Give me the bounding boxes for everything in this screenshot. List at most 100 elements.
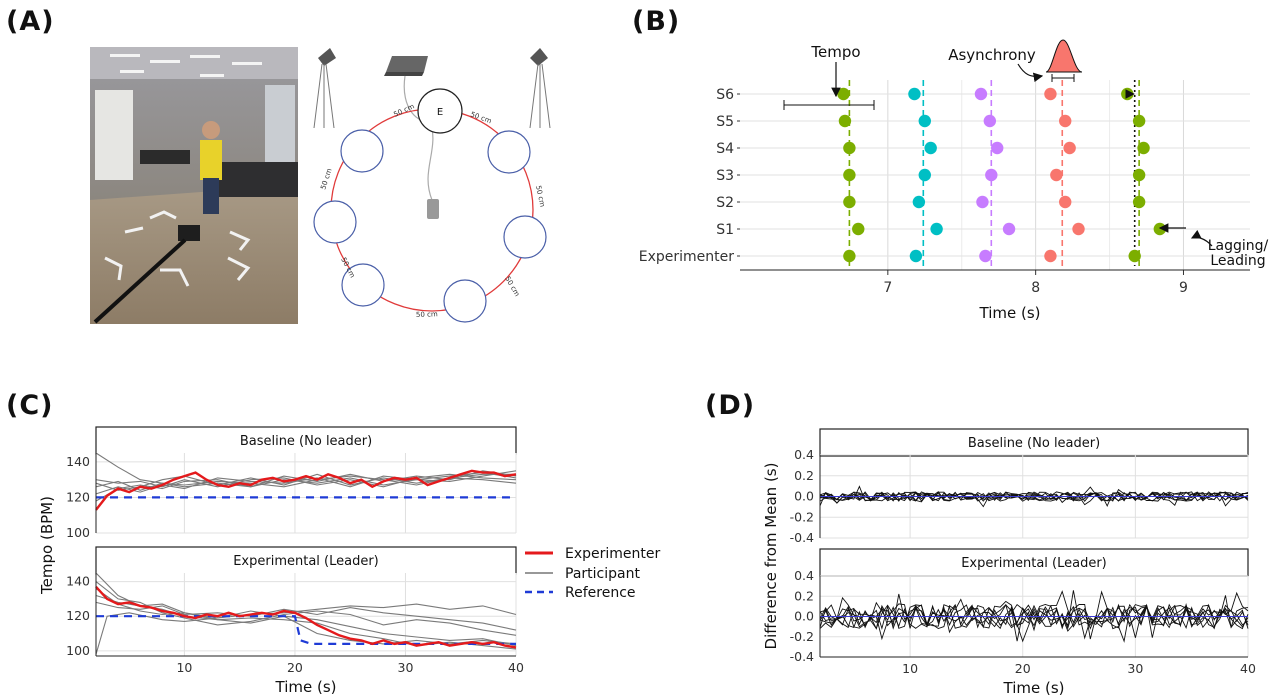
c-y-tick-label: 120 bbox=[66, 489, 90, 504]
tempo-label: Tempo bbox=[810, 43, 860, 61]
laptop-icon bbox=[384, 56, 428, 76]
b-onset-point bbox=[918, 168, 931, 182]
c-experimenter-line bbox=[95, 585, 517, 649]
d-facet-title: Baseline (No leader) bbox=[968, 436, 1100, 451]
b-onset-point bbox=[1121, 87, 1134, 101]
d-x-tick-label: 40 bbox=[1240, 661, 1256, 676]
b-onset-point bbox=[979, 249, 992, 263]
tempo-annotation: Tempo bbox=[783, 43, 875, 110]
distance-label: 50 cm bbox=[392, 102, 415, 119]
room-photo bbox=[90, 47, 298, 324]
d-y-tick-label: 0.0 bbox=[794, 609, 814, 624]
distance-label: 50 cm bbox=[503, 275, 521, 298]
b-onset-point bbox=[1050, 168, 1063, 182]
participant-seat bbox=[443, 279, 487, 323]
asynchrony-annotation: Asynchrony bbox=[948, 39, 1083, 83]
b-onset-point bbox=[852, 222, 865, 236]
d-y-tick-label: -0.4 bbox=[790, 649, 814, 664]
b-onset-point bbox=[976, 195, 989, 209]
asynchrony-label: Asynchrony bbox=[948, 46, 1036, 64]
legend-reference-label: Reference bbox=[565, 585, 636, 601]
lag-lead-annotation: Lagging/ Leading bbox=[1158, 223, 1269, 269]
distance-label: 50 cm bbox=[319, 167, 333, 190]
c-experimenter-line bbox=[95, 469, 517, 511]
d-y-axis-title: Difference from Mean (s) bbox=[762, 463, 780, 650]
d-participant-line bbox=[819, 590, 1249, 638]
b-onset-point bbox=[1002, 222, 1016, 236]
b-row-label: S1 bbox=[716, 222, 734, 238]
participant-seat bbox=[341, 263, 385, 307]
b-row-label: S6 bbox=[716, 87, 734, 103]
b-onset-point bbox=[1044, 87, 1057, 101]
d-x-tick-label: 30 bbox=[1127, 661, 1143, 676]
panel-label-b: (B) bbox=[632, 6, 681, 37]
d-y-tick-label: 0.0 bbox=[794, 489, 814, 504]
b-onset-point bbox=[930, 222, 943, 236]
b-onset-point bbox=[837, 87, 850, 101]
c-x-tick-label: 40 bbox=[508, 660, 524, 675]
d-y-tick-label: -0.2 bbox=[790, 629, 814, 644]
legend-participant-label: Participant bbox=[565, 566, 640, 582]
d-participant-line bbox=[819, 595, 1249, 642]
b-onset-point bbox=[1153, 222, 1167, 236]
c-facet-strip bbox=[95, 426, 517, 455]
b-onset-point bbox=[985, 168, 998, 182]
c-facet-strip bbox=[95, 546, 517, 575]
d-y-tick-label: 0.2 bbox=[794, 588, 814, 603]
phone-icon bbox=[427, 199, 439, 219]
b-onset-point bbox=[1059, 195, 1072, 209]
d-participant-line bbox=[819, 593, 1249, 643]
b-row-label: S5 bbox=[716, 114, 734, 130]
c-legend: Experimenter Participant Reference bbox=[525, 546, 661, 601]
c-x-tick-label: 20 bbox=[287, 660, 303, 675]
panel-label-d: (D) bbox=[705, 390, 756, 421]
b-onset-point bbox=[991, 141, 1004, 155]
b-onset-point bbox=[909, 249, 923, 263]
d-participant-line bbox=[819, 486, 1249, 507]
b-x-tick-label: 9 bbox=[1179, 280, 1188, 296]
c-x-tick-label: 30 bbox=[398, 660, 414, 675]
d-facet-strip bbox=[819, 428, 1249, 457]
participant-seat bbox=[503, 215, 547, 259]
c-y-axis-title: Tempo (BPM) bbox=[38, 496, 56, 595]
b-onset-point bbox=[912, 195, 926, 209]
distance-label: 50 cm bbox=[469, 110, 492, 125]
b-x-tick-label: 8 bbox=[1031, 280, 1040, 296]
b-onset-point bbox=[1072, 222, 1085, 236]
b-row-label: S4 bbox=[716, 141, 734, 157]
legend-experimenter-label: Experimenter bbox=[565, 546, 661, 562]
c-facet-title: Baseline (No leader) bbox=[240, 434, 372, 449]
d-y-tick-label: 0.4 bbox=[794, 447, 814, 462]
c-x-axis-title: Time (s) bbox=[275, 678, 337, 696]
b-onset-point bbox=[908, 87, 921, 101]
b-onset-point bbox=[843, 249, 856, 263]
b-x-axis-title: Time (s) bbox=[979, 304, 1041, 322]
c-y-tick-label: 100 bbox=[66, 643, 90, 658]
d-y-tick-label: -0.4 bbox=[790, 530, 814, 545]
d-x-tick-label: 10 bbox=[902, 661, 918, 676]
b-onset-point bbox=[1059, 114, 1072, 128]
b-row-label: S2 bbox=[716, 195, 734, 211]
d-y-tick-label: 0.4 bbox=[794, 568, 814, 583]
c-reference-line bbox=[96, 615, 516, 645]
c-plot-area bbox=[96, 453, 516, 533]
d-x-tick-label: 20 bbox=[1015, 661, 1031, 676]
b-onset-point bbox=[838, 114, 852, 128]
setup-diagram: E 50 cm 50 cm 50 cm 50 cm 50 cm 50 cm 50… bbox=[313, 48, 551, 323]
d-y-tick-label: -0.2 bbox=[790, 509, 814, 524]
leading-label: Leading bbox=[1210, 253, 1265, 269]
b-onset-point bbox=[1132, 195, 1146, 209]
c-y-tick-label: 140 bbox=[66, 574, 90, 589]
b-onset-point bbox=[1063, 141, 1076, 155]
c-y-tick-label: 120 bbox=[66, 608, 90, 623]
b-x-tick-label: 7 bbox=[883, 280, 892, 296]
b-onset-point bbox=[1128, 249, 1141, 263]
c-participant-line bbox=[95, 452, 517, 488]
experimenter-seat bbox=[417, 88, 463, 134]
c-facet-title: Experimental (Leader) bbox=[233, 554, 379, 569]
c-y-tick-label: 100 bbox=[66, 525, 90, 540]
b-onset-point bbox=[924, 141, 937, 155]
c-participant-line bbox=[95, 473, 516, 491]
d-facet-title: Experimental (Leader) bbox=[961, 556, 1107, 571]
speaker-right-icon bbox=[529, 48, 551, 129]
